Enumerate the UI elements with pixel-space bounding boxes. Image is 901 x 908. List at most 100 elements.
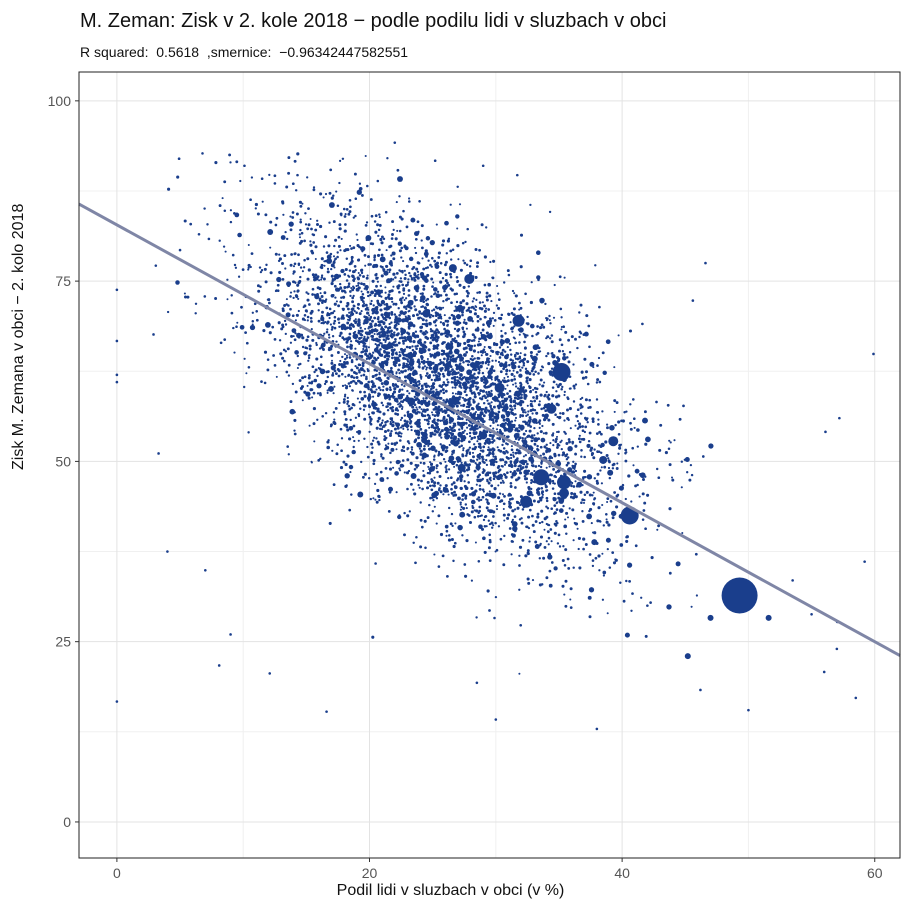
data-point [390, 254, 393, 257]
data-point [695, 594, 699, 597]
data-point [645, 436, 651, 443]
data-point [462, 321, 466, 324]
data-point [354, 318, 357, 321]
data-point [278, 257, 282, 261]
data-point [363, 417, 367, 421]
data-point [433, 476, 436, 479]
data-point [333, 302, 337, 306]
data-point [537, 464, 541, 468]
data-point [393, 320, 397, 324]
data-point [485, 331, 489, 335]
data-point [625, 410, 628, 413]
data-point [332, 194, 335, 197]
data-point [467, 343, 470, 347]
data-point [384, 318, 388, 322]
data-point [629, 403, 632, 406]
data-point [625, 579, 628, 583]
data-point [587, 324, 591, 328]
data-point [425, 360, 428, 364]
data-point [347, 282, 351, 285]
data-point [378, 353, 382, 357]
data-point [562, 452, 566, 456]
data-point [345, 354, 349, 357]
data-point [348, 385, 352, 388]
data-point [598, 569, 601, 572]
data-point [183, 292, 186, 295]
data-point [406, 335, 413, 342]
data-point [582, 501, 586, 504]
data-point [458, 428, 461, 431]
data-point [357, 271, 360, 275]
data-point [309, 218, 312, 220]
data-point [367, 237, 371, 241]
data-point [524, 443, 528, 446]
data-point [478, 248, 481, 252]
data-point [433, 481, 437, 485]
data-point [484, 473, 488, 477]
data-point [521, 414, 525, 418]
data-point [286, 237, 289, 241]
data-point [561, 584, 565, 588]
data-point [557, 533, 561, 537]
data-point [356, 238, 359, 241]
data-point [207, 237, 211, 241]
data-point [547, 362, 551, 366]
data-point [307, 268, 311, 272]
data-point [419, 518, 423, 522]
data-point [476, 291, 479, 294]
data-point [283, 319, 287, 323]
data-point [541, 413, 545, 417]
data-point [485, 390, 488, 394]
data-point [430, 313, 433, 317]
data-point [431, 338, 435, 342]
data-point [385, 363, 389, 367]
data-point [598, 305, 601, 309]
data-point [523, 393, 526, 396]
data-point [462, 330, 466, 334]
data-point [490, 484, 494, 488]
data-point [377, 228, 381, 232]
data-point [410, 277, 414, 281]
data-point [488, 448, 491, 452]
data-point [543, 418, 547, 422]
data-point [389, 279, 393, 282]
data-point [348, 332, 352, 336]
data-point [472, 391, 476, 394]
data-point [476, 327, 480, 331]
data-point [354, 197, 358, 200]
data-point [344, 473, 350, 479]
data-point [241, 268, 245, 271]
data-point [455, 300, 459, 304]
data-point [459, 373, 462, 377]
data-point [459, 301, 463, 305]
data-point [343, 423, 347, 427]
data-point [446, 297, 449, 301]
data-point [514, 407, 517, 410]
data-point [344, 248, 348, 252]
data-point [507, 312, 511, 316]
data-point [613, 410, 616, 413]
data-point [419, 341, 423, 345]
data-point [384, 210, 388, 214]
data-point [355, 311, 358, 314]
data-point [327, 333, 331, 336]
data-point [596, 519, 600, 523]
data-point [587, 595, 592, 600]
data-point [358, 401, 361, 404]
data-point [435, 467, 438, 470]
data-point [357, 281, 360, 285]
data-point [351, 403, 355, 406]
data-point [455, 364, 459, 367]
data-point [491, 317, 494, 320]
data-point [389, 259, 393, 264]
data-point [425, 302, 429, 306]
data-point [549, 482, 552, 485]
data-point [384, 444, 387, 447]
data-point [397, 332, 400, 336]
data-point [416, 344, 419, 348]
data-point [560, 326, 563, 328]
data-point [628, 580, 631, 583]
data-point [476, 498, 479, 501]
data-point [419, 461, 422, 464]
data-point [446, 371, 451, 377]
